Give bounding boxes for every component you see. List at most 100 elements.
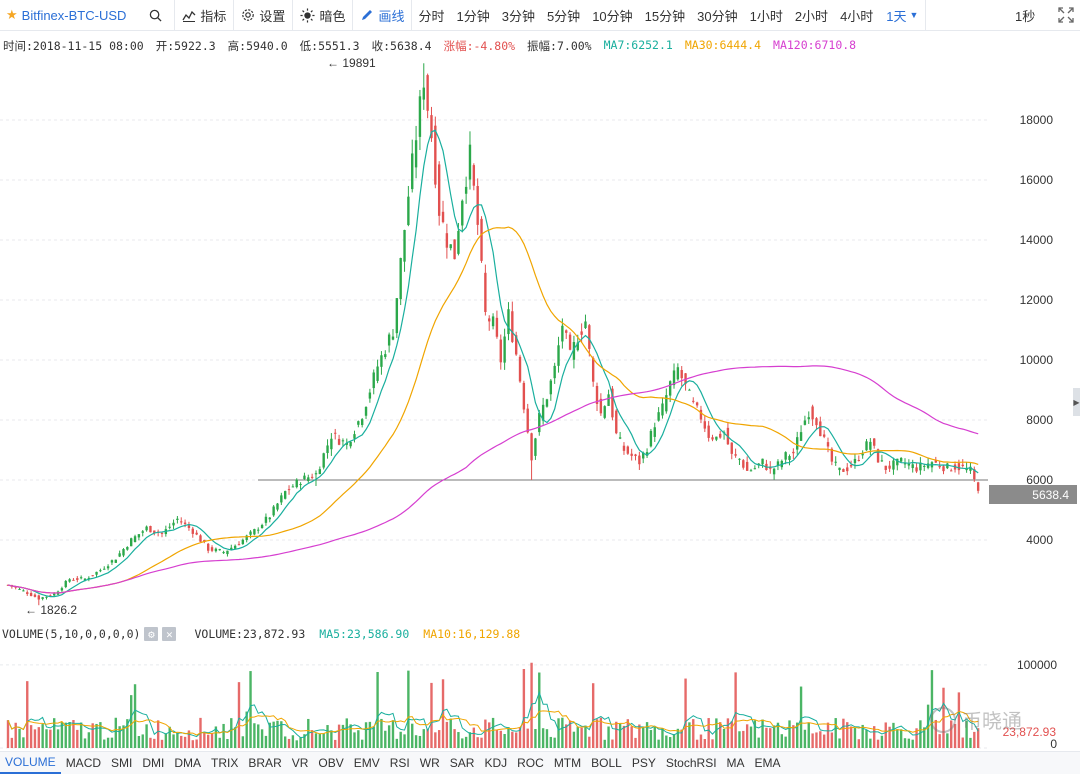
candle[interactable] (599, 393, 603, 416)
candle[interactable] (499, 334, 502, 370)
sidebar-toggle[interactable]: ▶ (1073, 388, 1080, 416)
candle[interactable] (634, 453, 637, 461)
candle[interactable] (437, 161, 441, 226)
candle[interactable] (414, 125, 418, 179)
candle[interactable] (961, 459, 964, 468)
candle[interactable] (245, 534, 248, 543)
indicator-tab-kdj[interactable]: KDJ (484, 756, 508, 770)
candle[interactable] (926, 458, 930, 470)
candle[interactable] (241, 538, 245, 545)
candle[interactable] (411, 139, 414, 193)
candle[interactable] (114, 559, 117, 563)
candle[interactable] (815, 417, 818, 429)
indicator-tab-vr[interactable]: VR (291, 756, 309, 770)
candle[interactable] (653, 422, 656, 442)
indicator-tab-macd[interactable]: MACD (65, 756, 102, 770)
candle[interactable] (364, 406, 368, 419)
indicator-tab-dma[interactable]: DMA (174, 756, 202, 770)
candle[interactable] (665, 388, 668, 414)
candle[interactable] (99, 568, 102, 573)
indicator-tab-mtm[interactable]: MTM (553, 756, 582, 770)
candle[interactable] (680, 366, 683, 387)
candle[interactable] (799, 425, 803, 442)
candle[interactable] (488, 315, 491, 331)
candle[interactable] (757, 463, 760, 469)
candle[interactable] (110, 559, 114, 566)
candle[interactable] (603, 405, 606, 420)
candle[interactable] (626, 445, 630, 455)
candle[interactable] (233, 544, 237, 549)
candle[interactable] (530, 432, 533, 480)
period-option[interactable]: 30分钟 (697, 8, 738, 24)
candle[interactable] (357, 420, 360, 428)
indicator-tab-ema[interactable]: EMA (754, 756, 781, 770)
candle[interactable] (503, 328, 506, 370)
candle[interactable] (495, 310, 499, 339)
candle[interactable] (811, 404, 814, 426)
candle[interactable] (222, 550, 225, 554)
candle[interactable] (865, 438, 868, 451)
candle[interactable] (187, 521, 191, 531)
candle[interactable] (888, 460, 891, 472)
candle[interactable] (253, 528, 256, 536)
period-option[interactable]: 5分钟 (546, 8, 581, 24)
candle[interactable] (29, 591, 33, 597)
candle[interactable] (749, 468, 753, 472)
settings-button[interactable]: 设置 (234, 2, 292, 28)
candle[interactable] (33, 593, 37, 598)
candle[interactable] (591, 356, 595, 387)
indicator-tab-rsi[interactable]: RSI (389, 756, 410, 770)
candle[interactable] (407, 185, 410, 227)
candle[interactable] (210, 545, 214, 553)
candle[interactable] (130, 537, 133, 547)
candle[interactable] (711, 434, 714, 442)
candle[interactable] (218, 548, 221, 551)
candle[interactable] (283, 490, 287, 500)
candle[interactable] (792, 448, 795, 460)
candle[interactable] (645, 448, 649, 459)
candle[interactable] (873, 438, 876, 449)
candle[interactable] (72, 578, 75, 581)
candle[interactable] (368, 388, 372, 403)
candle[interactable] (534, 437, 537, 460)
dark-mode-button[interactable]: 暗色 (293, 2, 352, 28)
candle[interactable] (476, 178, 479, 235)
candle[interactable] (137, 534, 141, 541)
candle[interactable] (538, 409, 541, 436)
candle[interactable] (942, 465, 945, 475)
candle[interactable] (314, 470, 318, 486)
volume-chart[interactable]: 100000 023,872.93 (0, 640, 1080, 750)
candle[interactable] (472, 163, 476, 191)
candle[interactable] (141, 530, 144, 537)
candle[interactable] (45, 596, 48, 600)
indicator-tab-dmi[interactable]: DMI (142, 756, 165, 770)
candle[interactable] (745, 456, 749, 471)
indicator-tab-brar[interactable]: BRAR (248, 756, 282, 770)
candle[interactable] (299, 482, 302, 490)
candle[interactable] (345, 438, 348, 450)
period-option[interactable]: 2小时 (794, 8, 829, 24)
candle[interactable] (834, 456, 837, 466)
candle[interactable] (630, 448, 633, 461)
candle[interactable] (180, 517, 183, 525)
candle[interactable] (892, 457, 895, 475)
candle[interactable] (730, 442, 733, 460)
period-option[interactable]: 分时 (418, 8, 445, 24)
candle[interactable] (595, 382, 599, 412)
candle[interactable] (545, 398, 549, 408)
candle[interactable] (715, 436, 718, 442)
candle[interactable] (95, 571, 98, 578)
candle[interactable] (434, 116, 437, 189)
candle[interactable] (761, 458, 764, 468)
indicator-tab-boll[interactable]: BOLL (591, 756, 622, 770)
candle[interactable] (807, 411, 810, 424)
period-option[interactable]: 1分钟 (456, 8, 490, 24)
candle[interactable] (341, 438, 345, 447)
candle[interactable] (618, 431, 622, 440)
candle[interactable] (907, 459, 911, 470)
candle[interactable] (568, 332, 572, 351)
candle[interactable] (480, 216, 483, 263)
candle[interactable] (950, 468, 953, 472)
candle[interactable] (160, 532, 164, 538)
candle[interactable] (337, 434, 341, 446)
